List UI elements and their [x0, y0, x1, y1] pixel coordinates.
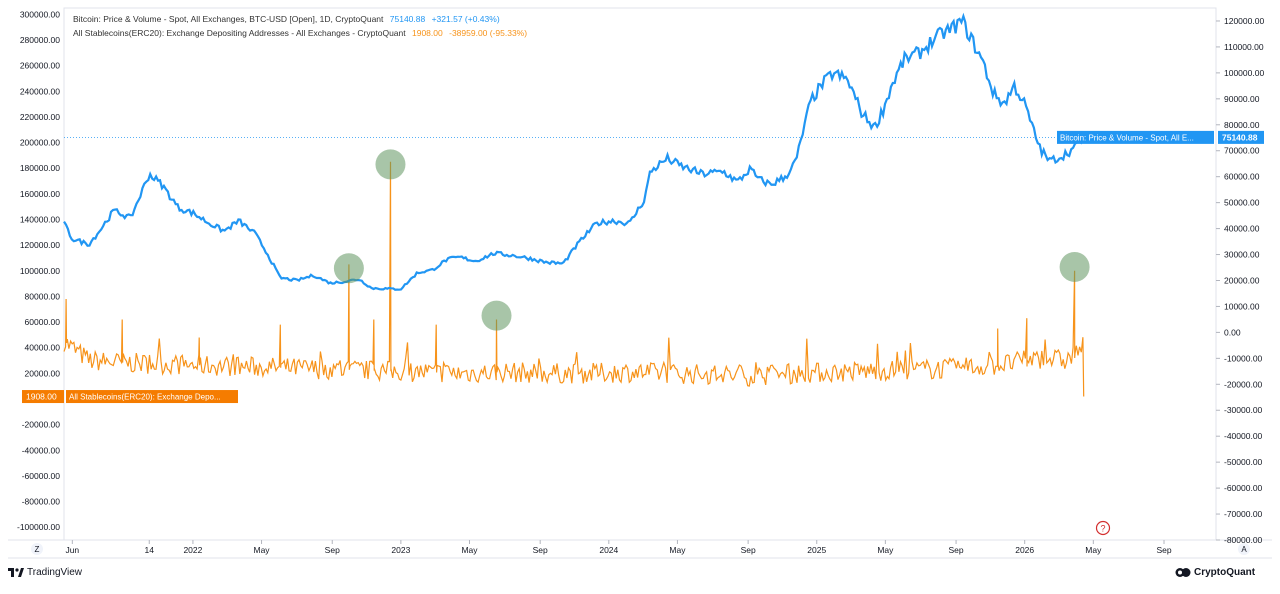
left-tick-label: 120000.00	[20, 240, 60, 250]
right-tick-label: 80000.00	[1224, 120, 1260, 130]
event-marker-label: ?	[1100, 524, 1105, 534]
left-tick-label: -60000.00	[22, 471, 61, 481]
btc-series-label-bg	[1057, 130, 1214, 144]
stablecoin-series-label: All Stablecoins(ERC20): Exchange Depo...	[69, 393, 221, 402]
left-tick-label: 200000.00	[20, 138, 60, 148]
btc-current-label-bg	[1218, 130, 1264, 144]
left-tick-label: 280000.00	[20, 35, 60, 45]
x-tick-label: 2024	[599, 545, 618, 555]
x-tick-label: May	[461, 545, 478, 555]
left-tick-label: 40000.00	[25, 343, 61, 353]
tradingview-icon	[8, 568, 24, 577]
legend-btc-value: 75140.88	[389, 14, 426, 24]
right-tick-label: -20000.00	[1224, 379, 1263, 389]
right-tick-label: -30000.00	[1224, 405, 1263, 415]
left-tick-label: -20000.00	[22, 420, 61, 430]
right-tick-label: 120000.00	[1224, 16, 1264, 26]
x-tick-label: Sep	[741, 545, 756, 555]
x-tick-label: 14	[145, 545, 155, 555]
x-tick-label: Sep	[325, 545, 340, 555]
left-tick-label: 240000.00	[20, 86, 60, 96]
left-tick-label: 80000.00	[25, 291, 61, 301]
auto-scale-left-button[interactable]	[31, 543, 43, 555]
x-tick-label: Sep	[1156, 545, 1171, 555]
stablecoin-series-line	[63, 161, 1085, 397]
auto-scale-right-button[interactable]	[1238, 543, 1250, 555]
plot-frame	[63, 7, 1217, 541]
x-tick-label: May	[669, 545, 686, 555]
x-tick-label: Sep	[533, 545, 548, 555]
x-tick-label: May	[877, 545, 894, 555]
right-tick-label: 50000.00	[1224, 198, 1260, 208]
right-tick-label: -10000.00	[1224, 353, 1263, 363]
right-tick-label: 70000.00	[1224, 146, 1260, 156]
btc-current-label: 75140.88	[1222, 132, 1258, 142]
right-tick-label: 40000.00	[1224, 224, 1260, 234]
right-tick-label: 30000.00	[1224, 250, 1260, 260]
left-tick-label: 20000.00	[25, 368, 61, 378]
highlight-circle	[1059, 251, 1090, 282]
highlight-circle	[481, 300, 512, 331]
right-tick-label: -50000.00	[1224, 457, 1263, 467]
right-tick-label: 110000.00	[1224, 42, 1264, 52]
legend-stablecoin-value: 1908.00	[412, 28, 443, 38]
left-tick-label: 220000.00	[20, 112, 60, 122]
auto-scale-left-label: Z	[35, 545, 40, 554]
right-tick-label: -70000.00	[1224, 509, 1263, 519]
right-tick-label: -40000.00	[1224, 431, 1263, 441]
cryptoquant-logo[interactable]: CryptoQuant	[1175, 567, 1255, 578]
legend-btc-name: Bitcoin: Price & Volume - Spot, All Exch…	[73, 14, 384, 24]
tradingview-label: TradingView	[27, 567, 83, 578]
highlight-circle	[375, 149, 406, 180]
legend-btc-change: +321.57 (+0.43%)	[431, 14, 500, 24]
btc-series-label: Bitcoin: Price & Volume - Spot, All E...	[1060, 133, 1194, 142]
x-tick-label: May	[1085, 545, 1102, 555]
left-tick-label: -40000.00	[22, 445, 61, 455]
tradingview-logo[interactable]: TradingView	[8, 567, 82, 578]
left-tick-label: 260000.00	[20, 61, 60, 71]
left-tick-label: 100000.00	[20, 266, 60, 276]
auto-scale-right-label: A	[1241, 545, 1247, 554]
left-tick-label: 160000.00	[20, 189, 60, 199]
legend-stablecoin: All Stablecoins(ERC20): Exchange Deposit…	[73, 28, 531, 38]
stablecoin-current-label-bg	[22, 390, 64, 404]
cryptoquant-icon	[1175, 568, 1191, 577]
btc-price-series-line	[63, 12, 1084, 291]
right-tick-label: 90000.00	[1224, 94, 1260, 104]
x-tick-label: Jun	[65, 545, 79, 555]
right-tick-label: 0.00	[1224, 327, 1241, 337]
stablecoin-current-label: 1908.00	[26, 392, 57, 402]
x-tick-label: May	[254, 545, 271, 555]
right-tick-label: -80000.00	[1224, 535, 1263, 545]
left-tick-label: 60000.00	[25, 317, 61, 327]
x-tick-label: Sep	[949, 545, 964, 555]
right-tick-label: 60000.00	[1224, 172, 1260, 182]
right-tick-label: 20000.00	[1224, 275, 1260, 285]
left-tick-label: -100000.00	[17, 522, 60, 532]
legend-btc: Bitcoin: Price & Volume - Spot, All Exch…	[73, 14, 504, 24]
x-tick-label: 2026	[1015, 545, 1034, 555]
x-tick-label: 2023	[391, 545, 410, 555]
left-tick-label: 180000.00	[20, 163, 60, 173]
cryptoquant-label: CryptoQuant	[1194, 567, 1256, 578]
x-tick-label: 2022	[183, 545, 202, 555]
event-marker-icon[interactable]	[1095, 520, 1111, 536]
right-tick-label: 100000.00	[1224, 68, 1264, 78]
stablecoin-series-label-bg	[66, 390, 238, 404]
left-tick-label: -80000.00	[22, 497, 61, 507]
legend-stablecoin-change: -38959.00 (-95.33%)	[449, 28, 528, 38]
highlight-circle	[333, 253, 364, 284]
x-tick-label: 2025	[807, 545, 826, 555]
right-tick-label: -60000.00	[1224, 483, 1263, 493]
right-tick-label: 10000.00	[1224, 301, 1260, 311]
left-tick-label: 140000.00	[20, 215, 60, 225]
legend-stablecoin-name: All Stablecoins(ERC20): Exchange Deposit…	[73, 28, 406, 38]
left-tick-label: 300000.00	[20, 9, 60, 19]
